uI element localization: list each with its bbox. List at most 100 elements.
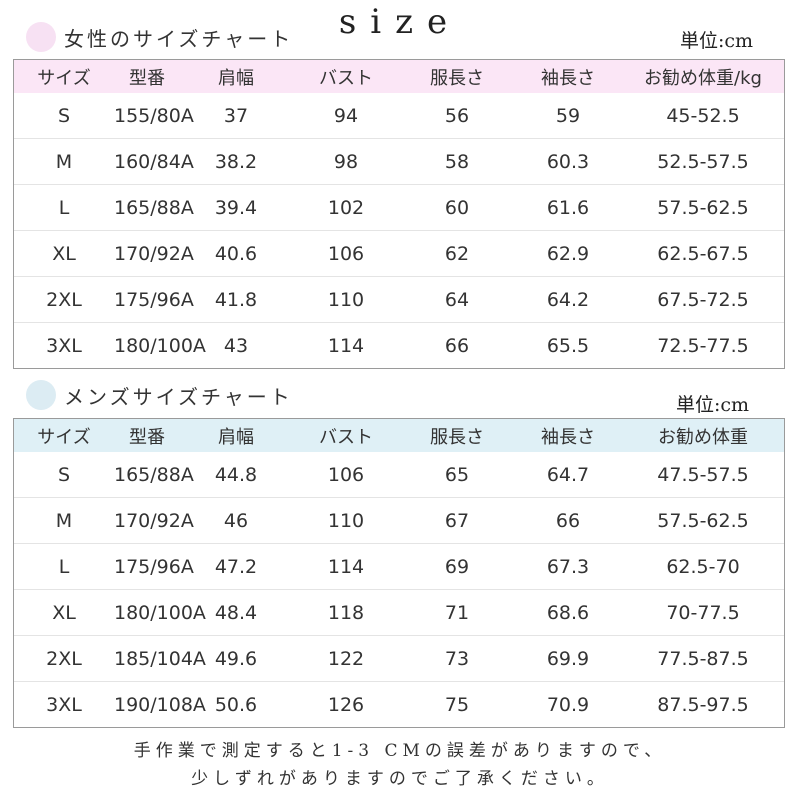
column-header: 肩幅 [218, 426, 254, 448]
table-cell: 67.5-72.5 [657, 288, 749, 311]
table-cell: S [57, 463, 71, 486]
column-header: 服長さ [430, 426, 484, 448]
footnote-line-2: 少しずれがありますのでご了承ください。 [191, 769, 609, 789]
table-row: M 170/92A 46 110 67 66 57.5-62.5 [14, 498, 784, 544]
table-cell: XL [52, 601, 76, 624]
table-cell: M [55, 509, 73, 532]
table-cell: 3XL [46, 693, 82, 716]
column-header: 型番 [129, 67, 165, 89]
column-header: バスト [319, 426, 373, 448]
table-cell: 70-77.5 [666, 601, 740, 624]
table-cell: 65.5 [546, 334, 590, 357]
table-cell: 59 [555, 104, 581, 127]
table-cell: 122 [327, 647, 365, 670]
women-unit-label: 単位:cm [680, 30, 754, 52]
table-cell: 71 [444, 601, 470, 624]
table-row: L 175/96A 47.2 114 69 67.3 62.5-70 [14, 544, 784, 590]
table-cell: 41.8 [214, 288, 258, 311]
column-header: 肩幅 [218, 67, 254, 89]
table-cell: 106 [327, 463, 365, 486]
table-cell: 37 [223, 104, 249, 127]
table-row: L 165/88A 39.4 102 60 61.6 57.5-62.5 [14, 185, 784, 231]
table-cell: 190/108A [114, 693, 206, 716]
table-cell: 67 [444, 509, 470, 532]
table-cell: 50.6 [214, 693, 258, 716]
table-cell: 114 [327, 334, 365, 357]
table-cell: 64 [444, 288, 470, 311]
table-cell: 2XL [46, 288, 82, 311]
table-cell: S [57, 104, 71, 127]
table-cell: 102 [327, 196, 365, 219]
table-row: XL 170/92A 40.6 106 62 62.9 62.5-67.5 [14, 231, 784, 277]
table-cell: 38.2 [214, 150, 258, 173]
table-cell: 155/80A [114, 104, 194, 127]
column-header: バスト [319, 67, 373, 89]
table-cell: 160/84A [114, 150, 194, 173]
table-row: S 165/88A 44.8 106 65 64.7 47.5-57.5 [14, 452, 784, 498]
table-row: 3XL 190/108A 50.6 126 75 70.9 87.5-97.5 [14, 682, 784, 727]
column-header: サイズ [37, 67, 91, 89]
table-cell: 126 [327, 693, 365, 716]
table-cell: 175/96A [114, 555, 194, 578]
table-cell: 64.7 [546, 463, 590, 486]
table-cell: 75 [444, 693, 470, 716]
table-cell: 69 [444, 555, 470, 578]
table-cell: XL [52, 242, 76, 265]
column-header: 袖長さ [541, 426, 595, 448]
men-unit-label: 単位:cm [676, 394, 750, 416]
table-cell: L [58, 555, 70, 578]
table-cell: 62.9 [546, 242, 590, 265]
table-cell: 185/104A [114, 647, 206, 670]
men-table-header: サイズ 型番 肩幅 バスト 服長さ 袖長さ お勧め体重 [14, 419, 784, 452]
table-cell: 39.4 [214, 196, 258, 219]
table-cell: 43 [223, 334, 249, 357]
table-cell: 165/88A [114, 196, 194, 219]
column-header: お勧め体重 [658, 426, 748, 448]
table-cell: 175/96A [114, 288, 194, 311]
column-header: 型番 [129, 426, 165, 448]
women-size-table: サイズ 型番 肩幅 バスト 服長さ 袖長さ お勧め体重/kg S 155/80A 37 94 56 59… [13, 59, 785, 369]
men-circle-icon [26, 380, 56, 410]
table-cell: 46 [223, 509, 249, 532]
table-cell: 56 [444, 104, 470, 127]
table-cell: 73 [444, 647, 470, 670]
table-cell: 57.5-62.5 [657, 509, 749, 532]
table-cell: 62.5-67.5 [657, 242, 749, 265]
table-cell: 48.4 [214, 601, 258, 624]
table-cell: 114 [327, 555, 365, 578]
table-row: 3XL 180/100A 43 114 66 65.5 72.5-77.5 [14, 323, 784, 368]
table-cell: 61.6 [546, 196, 590, 219]
table-cell: L [58, 196, 70, 219]
table-cell: 47.5-57.5 [657, 463, 749, 486]
table-cell: 47.2 [214, 555, 258, 578]
table-cell: 69.9 [546, 647, 590, 670]
table-cell: 62.5-70 [666, 555, 740, 578]
footnote-line-1: 手作業で測定すると1-3 CMの誤差がありますので、 [133, 741, 667, 761]
men-chart-title: メンズサイズチャート [64, 384, 293, 409]
table-cell: 170/92A [114, 509, 194, 532]
table-cell: 110 [327, 288, 365, 311]
table-cell: 57.5-62.5 [657, 196, 749, 219]
table-cell: 62 [444, 242, 470, 265]
table-cell: 98 [333, 150, 359, 173]
column-header: 袖長さ [541, 67, 595, 89]
column-header: サイズ [37, 426, 91, 448]
table-cell: 170/92A [114, 242, 194, 265]
table-row: M 160/84A 38.2 98 58 60.3 52.5-57.5 [14, 139, 784, 185]
table-cell: 67.3 [546, 555, 590, 578]
women-chart-title: 女性のサイズチャート [64, 26, 294, 51]
table-cell: 66 [555, 509, 581, 532]
column-header: お勧め体重/kg [644, 67, 762, 89]
women-table-header: サイズ 型番 肩幅 バスト 服長さ 袖長さ お勧め体重/kg [14, 60, 784, 93]
table-cell: 118 [327, 601, 365, 624]
table-cell: 52.5-57.5 [657, 150, 749, 173]
table-cell: 77.5-87.5 [657, 647, 749, 670]
table-row: 2XL 185/104A 49.6 122 73 69.9 77.5-87.5 [14, 636, 784, 682]
page-title: size [338, 2, 462, 42]
table-cell: 70.9 [546, 693, 590, 716]
table-cell: 2XL [46, 647, 82, 670]
table-cell: 49.6 [214, 647, 258, 670]
table-cell: 94 [333, 104, 359, 127]
table-cell: 40.6 [214, 242, 258, 265]
table-cell: 180/100A [114, 601, 206, 624]
